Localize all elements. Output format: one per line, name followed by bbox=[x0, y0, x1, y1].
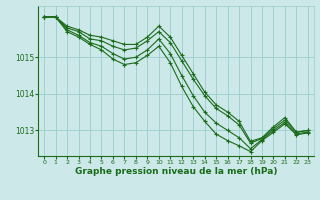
X-axis label: Graphe pression niveau de la mer (hPa): Graphe pression niveau de la mer (hPa) bbox=[75, 167, 277, 176]
